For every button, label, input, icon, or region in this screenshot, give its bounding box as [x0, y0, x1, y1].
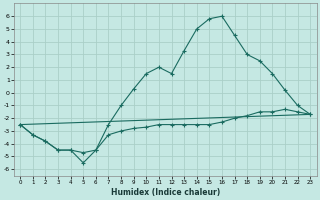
X-axis label: Humidex (Indice chaleur): Humidex (Indice chaleur): [111, 188, 220, 197]
